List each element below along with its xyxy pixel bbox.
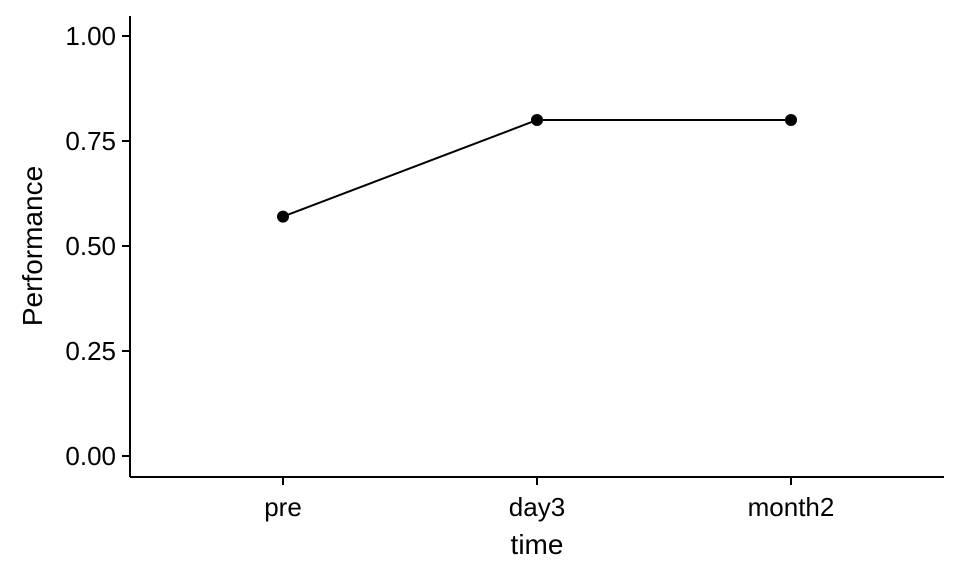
y-axis-ticks: 0.00 0.25 0.50 0.75 1.00	[65, 21, 130, 471]
x-axis-ticks: pre day3 month2	[264, 477, 834, 522]
y-tick-label: 0.25	[65, 336, 116, 366]
data-point-pre	[277, 210, 289, 223]
data-point-day3	[531, 114, 543, 126]
y-axis-title: Performance	[17, 166, 48, 326]
data-point-month2	[785, 114, 797, 126]
x-tick-label: month2	[748, 492, 835, 522]
x-tick-label: day3	[509, 492, 565, 522]
x-axis-title: time	[511, 529, 564, 560]
y-tick-label: 0.75	[65, 126, 116, 156]
series-line	[282, 119, 791, 218]
y-tick-label: 1.00	[65, 21, 116, 51]
y-tick-label: 0.00	[65, 441, 116, 471]
x-tick-label: pre	[264, 492, 302, 522]
y-tick-label: 0.50	[65, 231, 116, 261]
plot-area	[277, 114, 797, 223]
